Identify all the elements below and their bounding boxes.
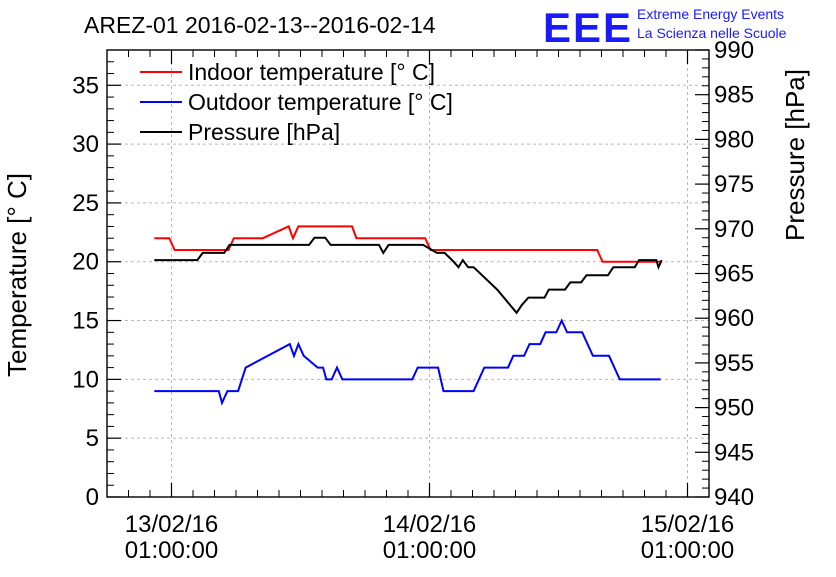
x-tick-date: 13/02/16 xyxy=(125,511,218,538)
x-tick-date: 15/02/16 xyxy=(641,511,734,538)
eee-logo: EEE Extreme Energy Events La Scienza nel… xyxy=(543,4,787,51)
logo-line1: Extreme Energy Events xyxy=(637,6,784,22)
left-tick-label: 15 xyxy=(72,308,99,335)
right-tick-label: 960 xyxy=(714,305,754,332)
right-tick-label: 985 xyxy=(714,82,754,109)
x-axis: 13/02/1601:00:0014/02/1601:00:0015/02/16… xyxy=(106,50,734,564)
right-axis: 940 945 950 955 960 965 970 975 980 985 990 xyxy=(695,37,754,511)
series-line-pressure xyxy=(154,236,663,315)
series-lines xyxy=(154,225,663,406)
x-tick-date: 14/02/16 xyxy=(383,511,476,538)
left-tick-label: 10 xyxy=(72,366,99,393)
right-tick-label: 990 xyxy=(714,37,754,64)
y-axis-label-right: Pressure [hPa] xyxy=(780,69,810,241)
legend-label-outdoor: Outdoor temperature [° C] xyxy=(188,89,453,115)
left-tick-label: 0 xyxy=(86,484,99,511)
left-tick-label: 30 xyxy=(72,131,99,158)
series-line-outdoor xyxy=(154,318,661,406)
right-tick-label: 955 xyxy=(714,350,754,377)
left-axis: 0 5 10 15 20 25 30 35 xyxy=(72,49,121,511)
right-tick-label: 950 xyxy=(714,395,754,422)
legend-label-indoor: Indoor temperature [° C] xyxy=(188,59,435,85)
left-tick-label: 20 xyxy=(72,249,99,276)
left-tick-label: 5 xyxy=(86,425,99,452)
right-tick-label: 980 xyxy=(714,126,754,153)
right-tick-label: 940 xyxy=(714,484,754,511)
series-line-indoor xyxy=(154,225,661,263)
chart-title: AREZ-01 2016-02-13--2016-02-14 xyxy=(84,12,436,38)
x-tick-time: 01:00:00 xyxy=(125,537,218,564)
legend: Indoor temperature [° C] Outdoor temperat… xyxy=(140,59,453,145)
legend-label-pressure: Pressure [hPa] xyxy=(188,119,340,145)
right-tick-label: 945 xyxy=(714,439,754,466)
right-tick-label: 965 xyxy=(714,261,754,288)
left-tick-label: 25 xyxy=(72,190,99,217)
logo-line2: La Scienza nelle Scuole xyxy=(637,25,787,41)
right-tick-label: 970 xyxy=(714,216,754,243)
x-tick-time: 01:00:00 xyxy=(641,537,734,564)
y-axis-label-left: Temperature [° C] xyxy=(2,173,32,377)
right-tick-label: 975 xyxy=(714,171,754,198)
logo-mark: EEE xyxy=(543,4,633,51)
x-tick-time: 01:00:00 xyxy=(383,537,476,564)
left-tick-label: 35 xyxy=(72,72,99,99)
